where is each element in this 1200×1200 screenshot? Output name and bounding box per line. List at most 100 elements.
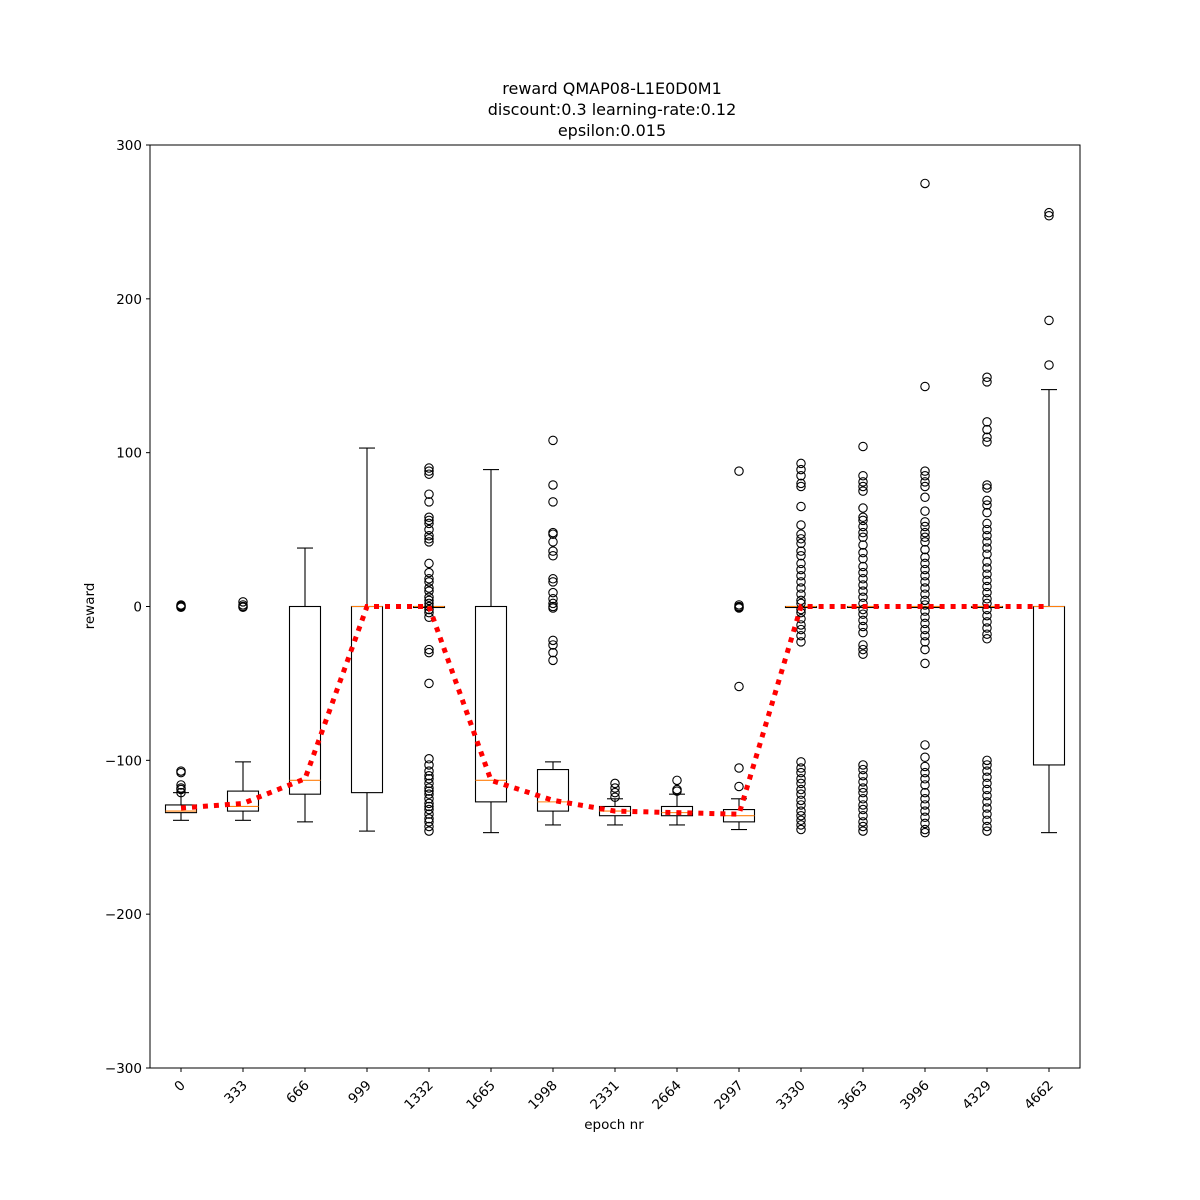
y-axis-label: reward [82, 583, 98, 630]
outlier-point [920, 595, 930, 606]
outlier-point [920, 544, 930, 555]
outlier-point [796, 784, 806, 795]
outlier-point [796, 501, 806, 512]
outlier-point [796, 538, 806, 549]
outlier-point [734, 603, 744, 613]
outlier-point [920, 381, 930, 392]
outlier-point [796, 470, 806, 481]
outlier-point [858, 627, 868, 638]
outlier-point [424, 783, 434, 793]
outlier-point [796, 820, 806, 830]
outlier-point [920, 774, 930, 784]
outlier-point [548, 587, 558, 598]
outlier-point [796, 564, 806, 575]
box-group-1998 [536, 435, 570, 826]
outlier-point [858, 804, 868, 815]
x-tick-label: 666 [283, 1078, 313, 1108]
outlier-point [796, 520, 806, 530]
outlier-point [858, 800, 868, 810]
outlier-point [424, 809, 434, 819]
outlier-point [858, 770, 868, 781]
outlier-point [858, 527, 868, 538]
x-tick-label: 3996 [897, 1078, 933, 1114]
box-group-333 [226, 597, 260, 821]
outlier-point [796, 458, 806, 469]
outlier-point [982, 518, 992, 529]
outlier-point [982, 826, 992, 836]
outlier-point [982, 755, 992, 766]
outlier-point [982, 790, 992, 801]
outlier-point [424, 794, 434, 804]
y-tick-label: −100 [105, 753, 142, 769]
plot-area: −300 −200 −100 0 100 200 300 0 333 666 999 1332 1665… [105, 138, 1081, 1114]
outlier-point [424, 518, 434, 529]
outlier-point [982, 563, 992, 573]
outlier-point [796, 795, 806, 806]
outlier-point [796, 763, 806, 773]
outlier-point [424, 577, 434, 587]
outlier-point [424, 678, 434, 689]
outlier-point [424, 644, 434, 655]
outlier-point [548, 647, 558, 658]
outlier-point [424, 515, 434, 526]
outlier-point [920, 537, 930, 547]
outlier-point [982, 766, 992, 776]
outlier-point [982, 772, 992, 783]
outlier-point [858, 512, 868, 523]
outlier-point [424, 826, 434, 836]
outlier-point [920, 827, 930, 838]
box-group-0 [164, 600, 198, 821]
outlier-point [1044, 207, 1054, 218]
box-group-1332 [412, 463, 446, 836]
outlier-point [920, 800, 930, 810]
outlier-point [920, 630, 930, 641]
outlier-point [672, 786, 682, 796]
outlier-point [982, 500, 992, 510]
outlier-point [858, 821, 868, 832]
box [474, 605, 508, 803]
outlier-point [920, 761, 930, 772]
outlier-point [982, 569, 992, 579]
outlier-point [982, 437, 992, 447]
outlier-point [424, 586, 434, 596]
outlier-point [548, 497, 558, 507]
outlier-point [424, 469, 434, 479]
outlier-point [424, 524, 434, 535]
outlier-point [920, 658, 930, 669]
outlier-point [858, 777, 868, 787]
outlier-point [424, 801, 434, 812]
outlier-point [858, 503, 868, 513]
box [226, 790, 260, 812]
outlier-point [424, 817, 434, 827]
outlier-point [920, 618, 930, 629]
outlier-point [176, 767, 186, 778]
box-group-3996 [908, 178, 942, 838]
outlier-point [920, 577, 930, 587]
outlier-point [920, 552, 930, 563]
outlier-point [858, 644, 868, 655]
outlier-point [796, 620, 806, 630]
outlier-point [424, 512, 434, 523]
outlier-point [858, 580, 868, 590]
box [536, 769, 570, 812]
outlier-point [920, 780, 930, 790]
outlier-point [796, 464, 806, 475]
outlier-point [982, 424, 992, 435]
outlier-point [548, 594, 558, 604]
outlier-point [796, 529, 806, 539]
outlier-point [982, 821, 992, 832]
outlier-point [920, 481, 930, 492]
outlier-point [424, 778, 434, 789]
outlier-point [858, 574, 868, 584]
outlier-point [796, 778, 806, 789]
outlier-point [548, 577, 558, 587]
outlier-point [548, 598, 558, 609]
outlier-point [982, 549, 992, 559]
outlier-point [610, 792, 620, 803]
outlier-point [982, 610, 992, 621]
outlier-point [858, 586, 868, 596]
outlier-point [424, 592, 434, 603]
x-tick-label: 1665 [463, 1078, 499, 1114]
chart-title: reward QMAP08-L1E0D0M1 discount:0.3 lear… [488, 79, 737, 140]
outlier-point [920, 794, 930, 804]
